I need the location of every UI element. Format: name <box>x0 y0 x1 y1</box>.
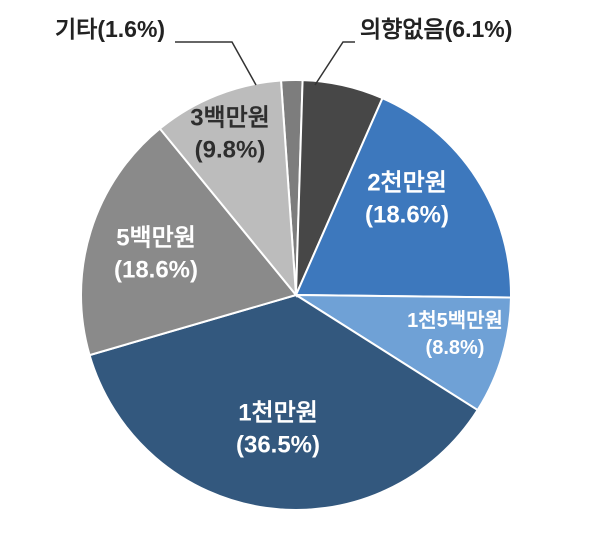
slice-label-pct: (36.5%) <box>236 430 320 462</box>
slice-label-name: 의향없음 <box>360 16 445 42</box>
slice-label-pct: (18.6%) <box>365 200 449 232</box>
slice-label-15m: 1천5백만원(8.8%) <box>407 308 503 362</box>
callout-line-etc <box>175 42 256 85</box>
slice-label-name: 1천만원 <box>236 398 320 430</box>
slice-label-3m: 3백만원(9.8%) <box>190 103 270 168</box>
slice-label-pct: (18.6%) <box>114 255 198 287</box>
slice-label-name: 3백만원 <box>190 103 270 135</box>
callout-label-none: 의향없음(6.1%) <box>360 10 512 44</box>
slice-label-pct: (1.6%) <box>97 16 165 42</box>
slice-label-5m: 5백만원(18.6%) <box>114 223 198 288</box>
callout-label-etc: 기타(1.6%) <box>55 10 165 44</box>
slice-label-name: 기타 <box>55 16 97 42</box>
slice-label-pct: (6.1%) <box>445 16 513 42</box>
slice-label-pct: (8.8%) <box>407 335 503 362</box>
slice-label-10m: 1천만원(36.5%) <box>236 398 320 463</box>
slice-label-name: 5백만원 <box>114 223 198 255</box>
slice-label-name: 1천5백만원 <box>407 308 503 335</box>
callout-line-none <box>315 42 355 85</box>
slice-label-name: 2천만원 <box>365 168 449 200</box>
slice-label-20m: 2천만원(18.6%) <box>365 168 449 233</box>
slice-label-pct: (9.8%) <box>190 135 270 167</box>
pie-chart: 기타(1.6%)의향없음(6.1%)2천만원(18.6%)1천5백만원(8.8%… <box>0 0 593 542</box>
